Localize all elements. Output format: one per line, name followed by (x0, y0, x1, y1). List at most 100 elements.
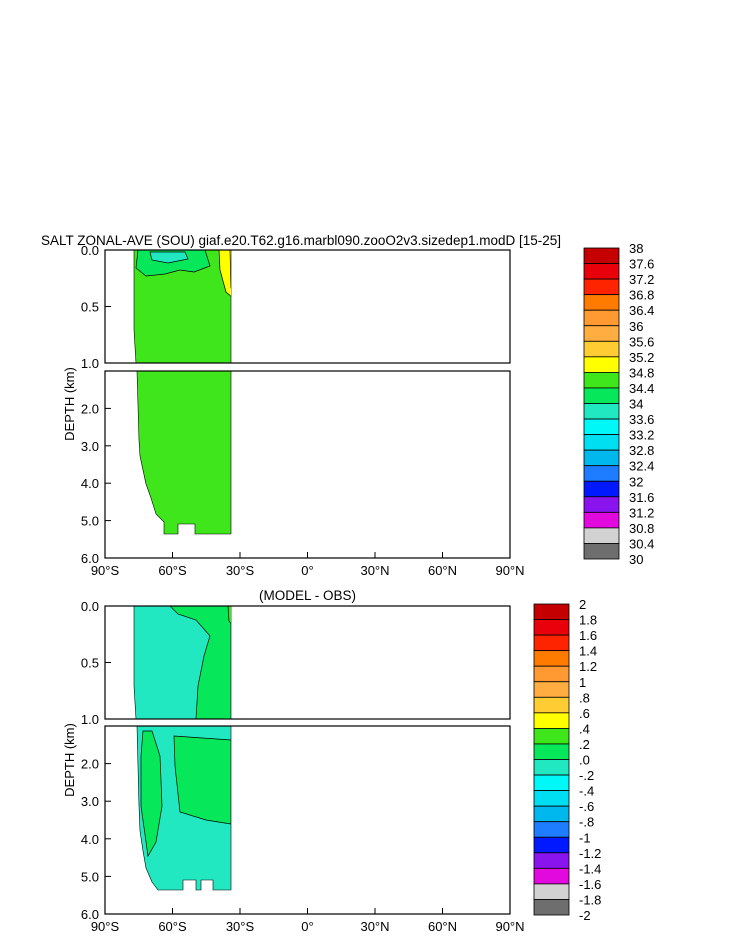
colorbar-swatch (583, 403, 620, 420)
colorbar-label: 38 (629, 241, 643, 256)
y-tick-label: 0.5 (81, 656, 99, 671)
colorbar-label: 32.4 (629, 459, 654, 474)
colorbar-label: 35.6 (629, 334, 654, 349)
colorbar-label: 1.6 (579, 628, 597, 643)
colorbar-swatch (533, 790, 570, 807)
x-tick-label: 0° (301, 563, 313, 578)
colorbar-swatch (533, 852, 570, 869)
y-tick-label: 2.0 (81, 401, 99, 416)
colorbar-swatch (583, 465, 620, 482)
y-tick-label: 6.0 (81, 551, 99, 566)
y-tick-label: 1.0 (81, 712, 99, 727)
x-tick-label: 90°S (91, 563, 120, 578)
model-minus-obs-panel: 0.00.51.02.03.04.05.06.090°S 60°S 30°S 0° 30… (62, 588, 601, 934)
colorbar-label: 36.8 (629, 288, 654, 303)
colorbar-swatch (533, 712, 570, 729)
y-tick-label: 0.5 (81, 300, 99, 315)
colorbar-swatch (533, 634, 570, 652)
colorbar-swatch (583, 418, 620, 435)
colorbar-swatch (533, 619, 570, 636)
colorbar: 21.81.61.41.21.8.6.4.2.0-.2-.4-.6-.8-1-1… (533, 597, 601, 923)
colorbar-swatch (533, 821, 570, 838)
colorbar-label: -1 (579, 830, 591, 845)
colorbar-label: 37.2 (629, 272, 654, 287)
colorbar: 3837.637.236.836.43635.635.234.834.43433… (583, 241, 654, 567)
colorbar-label: 31.2 (629, 505, 654, 520)
y-tick-label: 4.0 (81, 832, 99, 847)
colorbar-label: 1 (579, 675, 586, 690)
colorbar-swatch (533, 759, 570, 776)
y-tick-label: 0.0 (81, 243, 99, 258)
colorbar-label: 30.8 (629, 521, 654, 536)
colorbar-label: 32.8 (629, 443, 654, 458)
colorbar-label: 1.8 (579, 613, 597, 628)
colorbar-label: 30.4 (629, 536, 654, 551)
panel-title: (MODEL - OBS) (259, 588, 356, 603)
colorbar-swatch (583, 325, 620, 342)
contour-region (232, 606, 236, 630)
colorbar-label: .8 (579, 690, 590, 705)
x-tick-label: 90°N (495, 919, 524, 934)
salt-zonal-panel: 0.0 0.5 1.0 2.0 3.0 4.0 5.0 6.090°S 60°S 30°S 0° 30… (62, 241, 654, 578)
colorbar-swatch (583, 247, 620, 264)
colorbar-label: 34.8 (629, 365, 654, 380)
y-tick-label: 5.0 (81, 869, 99, 884)
colorbar-swatch (533, 883, 570, 900)
x-tick-label: 60°S (158, 563, 187, 578)
colorbar-swatch (583, 263, 620, 280)
contour-region (149, 251, 189, 264)
y-tick-label: 1.0 (81, 356, 99, 371)
y-tick-label: 6.0 (81, 907, 99, 922)
colorbar-label: 33.6 (629, 412, 654, 427)
colorbar-label: 34.4 (629, 381, 654, 396)
colorbar-swatch (583, 356, 620, 373)
colorbar-swatch (533, 836, 570, 854)
colorbar-label: -.8 (579, 815, 594, 830)
colorbar-swatch (583, 434, 620, 451)
colorbar-swatch (583, 543, 620, 560)
colorbar-label: -.4 (579, 784, 594, 799)
colorbar-swatch (583, 387, 620, 404)
colorbar-swatch (533, 867, 570, 885)
colorbar-swatch (583, 278, 620, 296)
colorbar-label: -1.8 (579, 892, 601, 907)
colorbar-swatch (533, 743, 570, 760)
colorbar-swatch (533, 805, 570, 823)
y-tick-label: 5.0 (81, 514, 99, 529)
colorbar-label: 32 (629, 474, 643, 489)
colorbar-swatch (533, 650, 570, 667)
colorbar-swatch (583, 449, 620, 467)
y-axis-label: DEPTH (km) (62, 723, 77, 797)
x-tick-label: 60°N (428, 563, 457, 578)
y-tick-label: 2.0 (81, 757, 99, 772)
colorbar-label: 1.4 (579, 644, 597, 659)
y-tick-label: 0.0 (81, 599, 99, 614)
colorbar-swatch (583, 480, 620, 498)
colorbar-swatch (583, 496, 620, 513)
y-tick-label: 4.0 (81, 476, 99, 491)
contour-region (140, 730, 163, 858)
contour-region (218, 250, 231, 299)
colorbar-label: .4 (579, 721, 590, 736)
colorbar-label: 1.2 (579, 659, 597, 674)
contour-region (229, 250, 231, 291)
colorbar-label: -1.4 (579, 861, 601, 876)
y-axis-label: DEPTH (km) (62, 367, 77, 441)
colorbar-label: 36 (629, 319, 643, 334)
colorbar-swatch (583, 340, 620, 358)
colorbar-swatch (533, 681, 570, 698)
colorbar-swatch (583, 309, 620, 327)
colorbar-label: -1.6 (579, 877, 601, 892)
colorbar-label: 37.6 (629, 257, 654, 272)
colorbar-swatch (583, 371, 620, 389)
colorbar-label: -.6 (579, 799, 594, 814)
y-tick-label: 3.0 (81, 439, 99, 454)
x-tick-label: 60°N (428, 919, 457, 934)
colorbar-swatch (583, 527, 620, 544)
colorbar-swatch (533, 774, 570, 791)
colorbar-swatch (583, 511, 620, 529)
figure-title: SALT ZONAL-AVE (SOU) giaf.e20.T62.g16.ma… (41, 233, 561, 248)
x-tick-label: 30°N (360, 919, 389, 934)
x-tick-label: 30°N (360, 563, 389, 578)
